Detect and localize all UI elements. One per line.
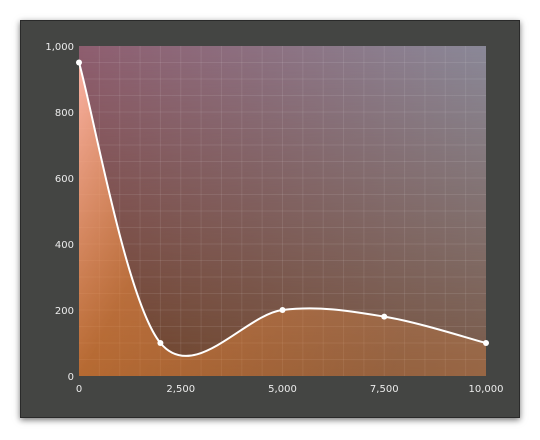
area-chart: 0 2,500 5,000 7,500 10,000 0 200 400 600 800 1,000 <box>45 42 503 395</box>
data-point <box>76 59 82 66</box>
y-tick-label: 0 <box>68 372 74 383</box>
y-tick-label: 600 <box>55 174 74 185</box>
y-tick-label: 800 <box>55 108 74 119</box>
data-point <box>483 340 489 346</box>
x-tick-label: 5,000 <box>268 384 297 395</box>
y-tick-label: 200 <box>55 306 74 317</box>
x-tick-label: 10,000 <box>469 384 504 395</box>
grid-lines <box>79 46 486 376</box>
series-line <box>78 62 487 357</box>
data-point <box>381 313 388 320</box>
x-tick-label: 2,500 <box>166 384 195 395</box>
data-points <box>76 59 489 346</box>
area-fill-shape <box>79 62 486 376</box>
area-fill <box>79 62 486 376</box>
data-point <box>279 307 286 313</box>
x-tick-label: 0 <box>76 384 82 395</box>
y-tick-label: 1,000 <box>45 42 74 53</box>
y-tick-label: 400 <box>55 240 74 251</box>
x-tick-label: 7,500 <box>370 384 399 395</box>
chart-panel: 0 2,500 5,000 7,500 10,000 0 200 400 600 800 1,000 <box>20 20 520 418</box>
axis-labels: 0 2,500 5,000 7,500 10,000 0 200 400 600 800 1,000 <box>45 42 503 395</box>
series-curve <box>78 62 487 357</box>
data-point <box>157 340 164 346</box>
